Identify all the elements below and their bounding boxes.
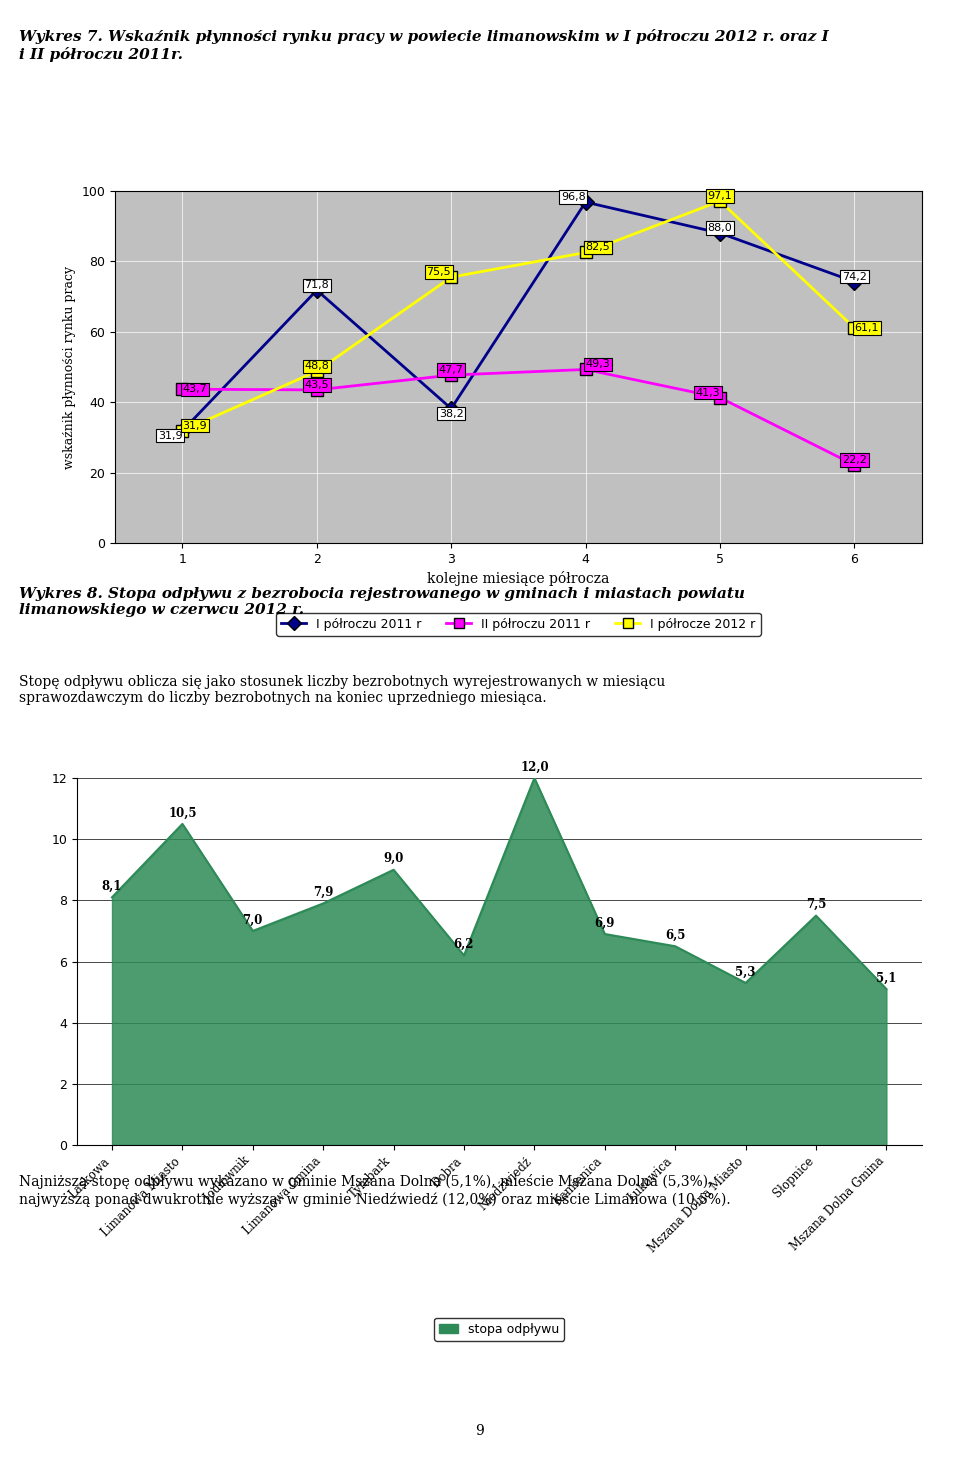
Text: 74,2: 74,2 <box>842 272 867 282</box>
Text: 82,5: 82,5 <box>586 242 611 252</box>
Text: 88,0: 88,0 <box>708 223 732 233</box>
Text: 12,0: 12,0 <box>520 760 549 774</box>
Text: 75,5: 75,5 <box>426 267 451 277</box>
Text: Najniższą stopę odpływu wykazano w gminie Mszana Dolna (5,1%), mieście Mszana Do: Najniższą stopę odpływu wykazano w gmini… <box>19 1174 731 1207</box>
Text: 7,5: 7,5 <box>805 898 827 912</box>
Text: 10,5: 10,5 <box>168 806 197 819</box>
Text: 97,1: 97,1 <box>708 191 732 201</box>
Text: 7,0: 7,0 <box>243 913 263 926</box>
Text: 43,5: 43,5 <box>304 380 329 390</box>
Legend: I półroczu 2011 r, II półroczu 2011 r, I półrocze 2012 r: I półroczu 2011 r, II półroczu 2011 r, I… <box>276 612 760 636</box>
Text: 47,7: 47,7 <box>439 366 464 376</box>
Text: 6,5: 6,5 <box>665 929 685 941</box>
Text: 31,9: 31,9 <box>182 421 207 430</box>
Text: Stopę odpływu oblicza się jako stosunek liczby bezrobotnych wyrejestrowanych w m: Stopę odpływu oblicza się jako stosunek … <box>19 675 665 706</box>
Text: 48,8: 48,8 <box>304 361 329 371</box>
Text: Wykres 8. Stopa odpływu z bezrobocia rejestrowanego w gminach i miastach powiatu: Wykres 8. Stopa odpływu z bezrobocia rej… <box>19 587 745 618</box>
Text: 7,9: 7,9 <box>313 885 333 898</box>
Text: 96,8: 96,8 <box>561 192 586 203</box>
Text: 31,9: 31,9 <box>157 430 182 440</box>
Y-axis label: wskaźnik płynności rynku pracy: wskaźnik płynności rynku pracy <box>63 266 76 468</box>
Text: Wykres 7. Wskaźnik płynności rynku pracy w powiecie limanowskim w I półroczu 201: Wykres 7. Wskaźnik płynności rynku pracy… <box>19 29 828 62</box>
Text: 22,2: 22,2 <box>842 455 867 465</box>
Text: 5,3: 5,3 <box>735 966 756 978</box>
Text: 6,2: 6,2 <box>454 938 474 951</box>
Text: 82.5: 82.5 <box>586 242 611 252</box>
Text: 5,1: 5,1 <box>876 972 897 985</box>
Legend: stopa odpływu: stopa odpływu <box>434 1318 564 1340</box>
Text: 61,1: 61,1 <box>854 323 879 333</box>
Text: 43,7: 43,7 <box>182 385 207 395</box>
Text: 9: 9 <box>475 1424 485 1439</box>
Text: 8,1: 8,1 <box>102 879 122 893</box>
Text: 49,3: 49,3 <box>586 360 611 370</box>
Text: 71,8: 71,8 <box>304 280 329 291</box>
Text: 41,3: 41,3 <box>695 388 720 398</box>
Text: 38,2: 38,2 <box>439 408 464 418</box>
Text: 6,9: 6,9 <box>594 916 615 929</box>
Text: 9,0: 9,0 <box>383 853 404 865</box>
X-axis label: kolejne miesiące półrocza: kolejne miesiące półrocza <box>427 571 610 586</box>
